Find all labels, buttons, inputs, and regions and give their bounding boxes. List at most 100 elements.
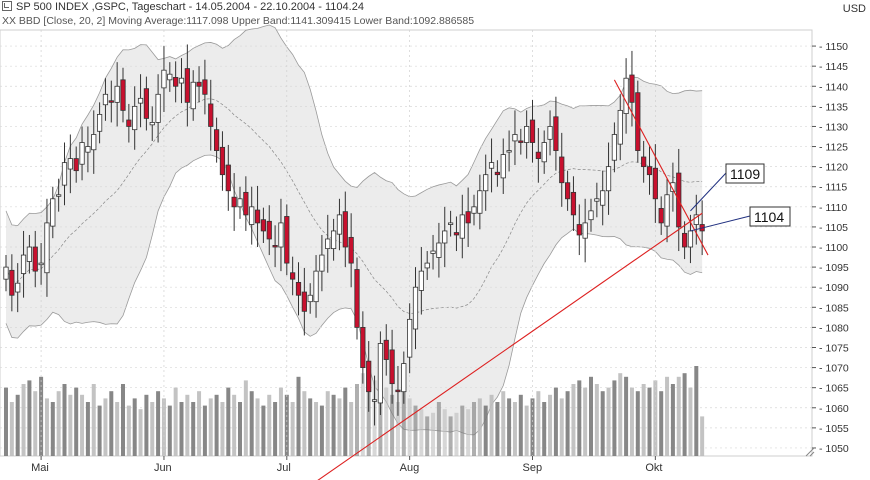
- candle-body: [219, 146, 226, 176]
- y-tick-label: - 1070: [819, 363, 849, 375]
- volume-bar: [659, 391, 664, 456]
- candle-body: [20, 254, 27, 274]
- y-tick-label: - 1055: [819, 423, 849, 435]
- candle-body: [237, 198, 243, 208]
- volume-bar: [436, 402, 441, 456]
- candle-body: [512, 134, 518, 142]
- volume-bar: [530, 398, 535, 456]
- callout-pointer: [690, 215, 751, 232]
- candle-body: [459, 214, 465, 239]
- candle-body: [102, 93, 109, 106]
- candle-body: [646, 166, 653, 176]
- callout-box: [725, 163, 765, 184]
- candle-body: [582, 222, 588, 239]
- candle-body: [687, 230, 694, 248]
- candle-body: [319, 254, 325, 272]
- volume-bar: [401, 391, 406, 456]
- volume-bar: [694, 366, 699, 456]
- volume-bar: [80, 394, 85, 456]
- candle-body: [401, 363, 407, 393]
- candle-body: [167, 73, 173, 81]
- volume-bar: [536, 391, 541, 456]
- volume-bar: [144, 394, 149, 456]
- volume-bar: [501, 391, 506, 456]
- volume-bar: [44, 398, 49, 456]
- volume-bar: [466, 409, 471, 456]
- candle-body: [477, 190, 483, 214]
- candle-body: [682, 232, 688, 248]
- candle-body: [377, 343, 384, 404]
- candle-body: [348, 236, 354, 264]
- candle-body: [301, 291, 307, 312]
- candle-body: [693, 214, 699, 225]
- candle-body: [295, 281, 302, 296]
- volume-bar: [571, 384, 576, 456]
- volume-bar: [349, 402, 354, 456]
- volume-bar: [565, 391, 570, 456]
- candle-body: [430, 250, 436, 254]
- candle-body: [670, 182, 676, 192]
- volume-bar: [518, 394, 523, 456]
- callout-label-1109: 1109: [730, 166, 760, 182]
- volume-bar: [103, 398, 108, 456]
- y-tick-label: - 1050: [819, 443, 849, 455]
- volume-bar: [208, 398, 213, 456]
- volume-bar: [109, 391, 114, 456]
- candle-body: [190, 81, 196, 110]
- candle-body: [471, 206, 477, 214]
- volume-bar: [191, 402, 196, 456]
- candle-body: [44, 222, 50, 274]
- y-tick-label: - 1110: [819, 202, 847, 214]
- candle-body: [518, 140, 524, 143]
- volume-bar: [161, 398, 166, 456]
- volume-bar: [249, 391, 254, 456]
- volume-bar: [495, 402, 500, 456]
- volume-bar: [91, 384, 96, 456]
- chart-title: SP 500 INDEX ,GSPC, Tageschart - 14.05.2…: [2, 1, 364, 13]
- candle-body: [483, 174, 489, 192]
- candle-body: [202, 79, 208, 95]
- volume-bar: [384, 387, 389, 456]
- candle-body: [488, 162, 495, 169]
- candle-body: [97, 113, 103, 132]
- candle-body: [143, 88, 149, 119]
- volume-bar: [589, 376, 593, 456]
- y-tick-label: - 1150: [819, 41, 848, 53]
- candle-body: [32, 246, 38, 272]
- y-tick-label: - 1085: [819, 302, 849, 314]
- candle-body: [38, 262, 44, 266]
- volume-bar: [507, 398, 512, 456]
- y-tick-label: - 1140: [819, 81, 848, 93]
- volume-bar: [261, 405, 266, 456]
- x-tick-label-jun: Jun: [154, 462, 172, 474]
- volume-bar: [594, 384, 599, 456]
- volume-bar: [138, 409, 143, 456]
- candle-body: [395, 389, 401, 393]
- volume-bar: [319, 405, 324, 456]
- y-tick-label: - 1080: [819, 322, 849, 334]
- candle-body: [67, 158, 73, 170]
- y-tick-label: - 1065: [819, 383, 849, 395]
- candle-body: [173, 77, 179, 87]
- volume-bar: [173, 387, 178, 456]
- candle-body: [652, 167, 658, 200]
- volume-bar: [290, 402, 295, 456]
- volume-bar: [185, 394, 190, 456]
- volume-bar: [314, 402, 319, 456]
- candle-body: [611, 134, 618, 161]
- volume-bar: [355, 384, 359, 456]
- candle-body: [336, 214, 343, 235]
- volume-bar: [489, 394, 494, 456]
- x-tick-label-jul: Jul: [277, 462, 291, 474]
- volume-bar: [121, 384, 125, 456]
- volume-bar: [179, 402, 184, 456]
- candle-body: [126, 119, 132, 127]
- volume-bar: [670, 384, 675, 456]
- candle-body: [313, 270, 319, 303]
- candle-body: [494, 171, 501, 176]
- y-tick-label: - 1100: [819, 242, 848, 254]
- volume-bar: [483, 405, 488, 456]
- upper-band-line: [5, 24, 703, 227]
- candle-body: [453, 232, 460, 236]
